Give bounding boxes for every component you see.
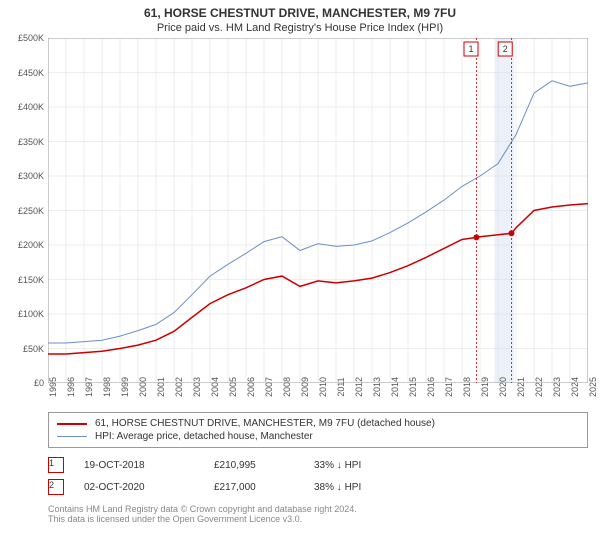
x-tick-label: 2009 [300, 377, 310, 397]
y-tick-label: £450K [18, 68, 44, 78]
y-tick-label: £200K [18, 240, 44, 250]
sale-marker-1: 1 [48, 457, 64, 473]
y-tick-label: £250K [18, 206, 44, 216]
x-tick-label: 1998 [102, 377, 112, 397]
sale-date: 19-OCT-2018 [84, 460, 214, 471]
marker-label-2: 2 [503, 44, 508, 54]
x-tick-label: 2004 [210, 377, 220, 397]
y-tick-label: £100K [18, 309, 44, 319]
chart-title: 61, HORSE CHESTNUT DRIVE, MANCHESTER, M9… [0, 0, 600, 20]
sale-price: £210,995 [214, 460, 314, 471]
x-tick-label: 2016 [426, 377, 436, 397]
x-tick-label: 2017 [444, 377, 454, 397]
y-tick-label: £350K [18, 137, 44, 147]
legend-swatch [57, 423, 87, 425]
x-tick-label: 1997 [84, 377, 94, 397]
marker-dot-1 [473, 234, 479, 240]
footer-line-2: This data is licensed under the Open Gov… [48, 514, 588, 524]
x-tick-label: 2010 [318, 377, 328, 397]
x-tick-label: 2013 [372, 377, 382, 397]
sale-table: 1 19-OCT-2018 £210,995 33% ↓ HPI2 02-OCT… [48, 454, 588, 498]
legend-label: 61, HORSE CHESTNUT DRIVE, MANCHESTER, M9… [95, 418, 435, 429]
y-tick-label: £500K [18, 33, 44, 43]
chart-area: £0£50K£100K£150K£200K£250K£300K£350K£400… [48, 38, 588, 408]
y-tick-label: £150K [18, 275, 44, 285]
marker-dot-2 [509, 230, 515, 236]
x-tick-label: 2012 [354, 377, 364, 397]
sale-date: 02-OCT-2020 [84, 482, 214, 493]
x-tick-label: 1996 [66, 377, 76, 397]
x-tick-label: 2005 [228, 377, 238, 397]
sale-row: 2 02-OCT-2020 £217,000 38% ↓ HPI [48, 476, 588, 498]
chart-subtitle: Price paid vs. HM Land Registry's House … [0, 20, 600, 38]
footer-line-1: Contains HM Land Registry data © Crown c… [48, 504, 588, 514]
sale-pct: 38% ↓ HPI [314, 482, 414, 493]
y-tick-label: £0 [34, 378, 44, 388]
chart-plot: 12 [48, 38, 588, 383]
x-tick-label: 2015 [408, 377, 418, 397]
x-tick-label: 2006 [246, 377, 256, 397]
y-tick-label: £400K [18, 102, 44, 112]
marker-label-1: 1 [468, 44, 473, 54]
y-tick-label: £50K [23, 344, 44, 354]
x-tick-label: 2022 [534, 377, 544, 397]
x-tick-label: 2021 [516, 377, 526, 397]
y-axis-labels: £0£50K£100K£150K£200K£250K£300K£350K£400… [0, 38, 44, 383]
sale-price: £217,000 [214, 482, 314, 493]
legend-swatch [57, 436, 87, 437]
legend: 61, HORSE CHESTNUT DRIVE, MANCHESTER, M9… [48, 412, 588, 448]
x-axis-labels: 1995199619971998199920002001200220032004… [48, 383, 588, 408]
sale-row: 1 19-OCT-2018 £210,995 33% ↓ HPI [48, 454, 588, 476]
x-tick-label: 2014 [390, 377, 400, 397]
x-tick-label: 2011 [336, 377, 346, 396]
sale-marker-2: 2 [48, 479, 64, 495]
sale-pct: 33% ↓ HPI [314, 460, 414, 471]
x-tick-label: 2003 [192, 377, 202, 397]
x-tick-label: 2000 [138, 377, 148, 397]
x-tick-label: 2001 [156, 377, 166, 397]
legend-label: HPI: Average price, detached house, Manc… [95, 431, 313, 442]
x-tick-label: 2007 [264, 377, 274, 397]
x-tick-label: 2020 [498, 377, 508, 397]
x-tick-label: 2024 [570, 377, 580, 397]
legend-row: 61, HORSE CHESTNUT DRIVE, MANCHESTER, M9… [57, 417, 579, 430]
x-tick-label: 2025 [588, 377, 598, 397]
legend-row: HPI: Average price, detached house, Manc… [57, 430, 579, 443]
x-tick-label: 1999 [120, 377, 130, 397]
footer: Contains HM Land Registry data © Crown c… [48, 504, 588, 524]
x-tick-label: 2019 [480, 377, 490, 397]
x-tick-label: 2008 [282, 377, 292, 397]
x-tick-label: 2002 [174, 377, 184, 397]
x-tick-label: 1995 [48, 377, 58, 397]
x-tick-label: 2023 [552, 377, 562, 397]
x-tick-label: 2018 [462, 377, 472, 397]
y-tick-label: £300K [18, 171, 44, 181]
